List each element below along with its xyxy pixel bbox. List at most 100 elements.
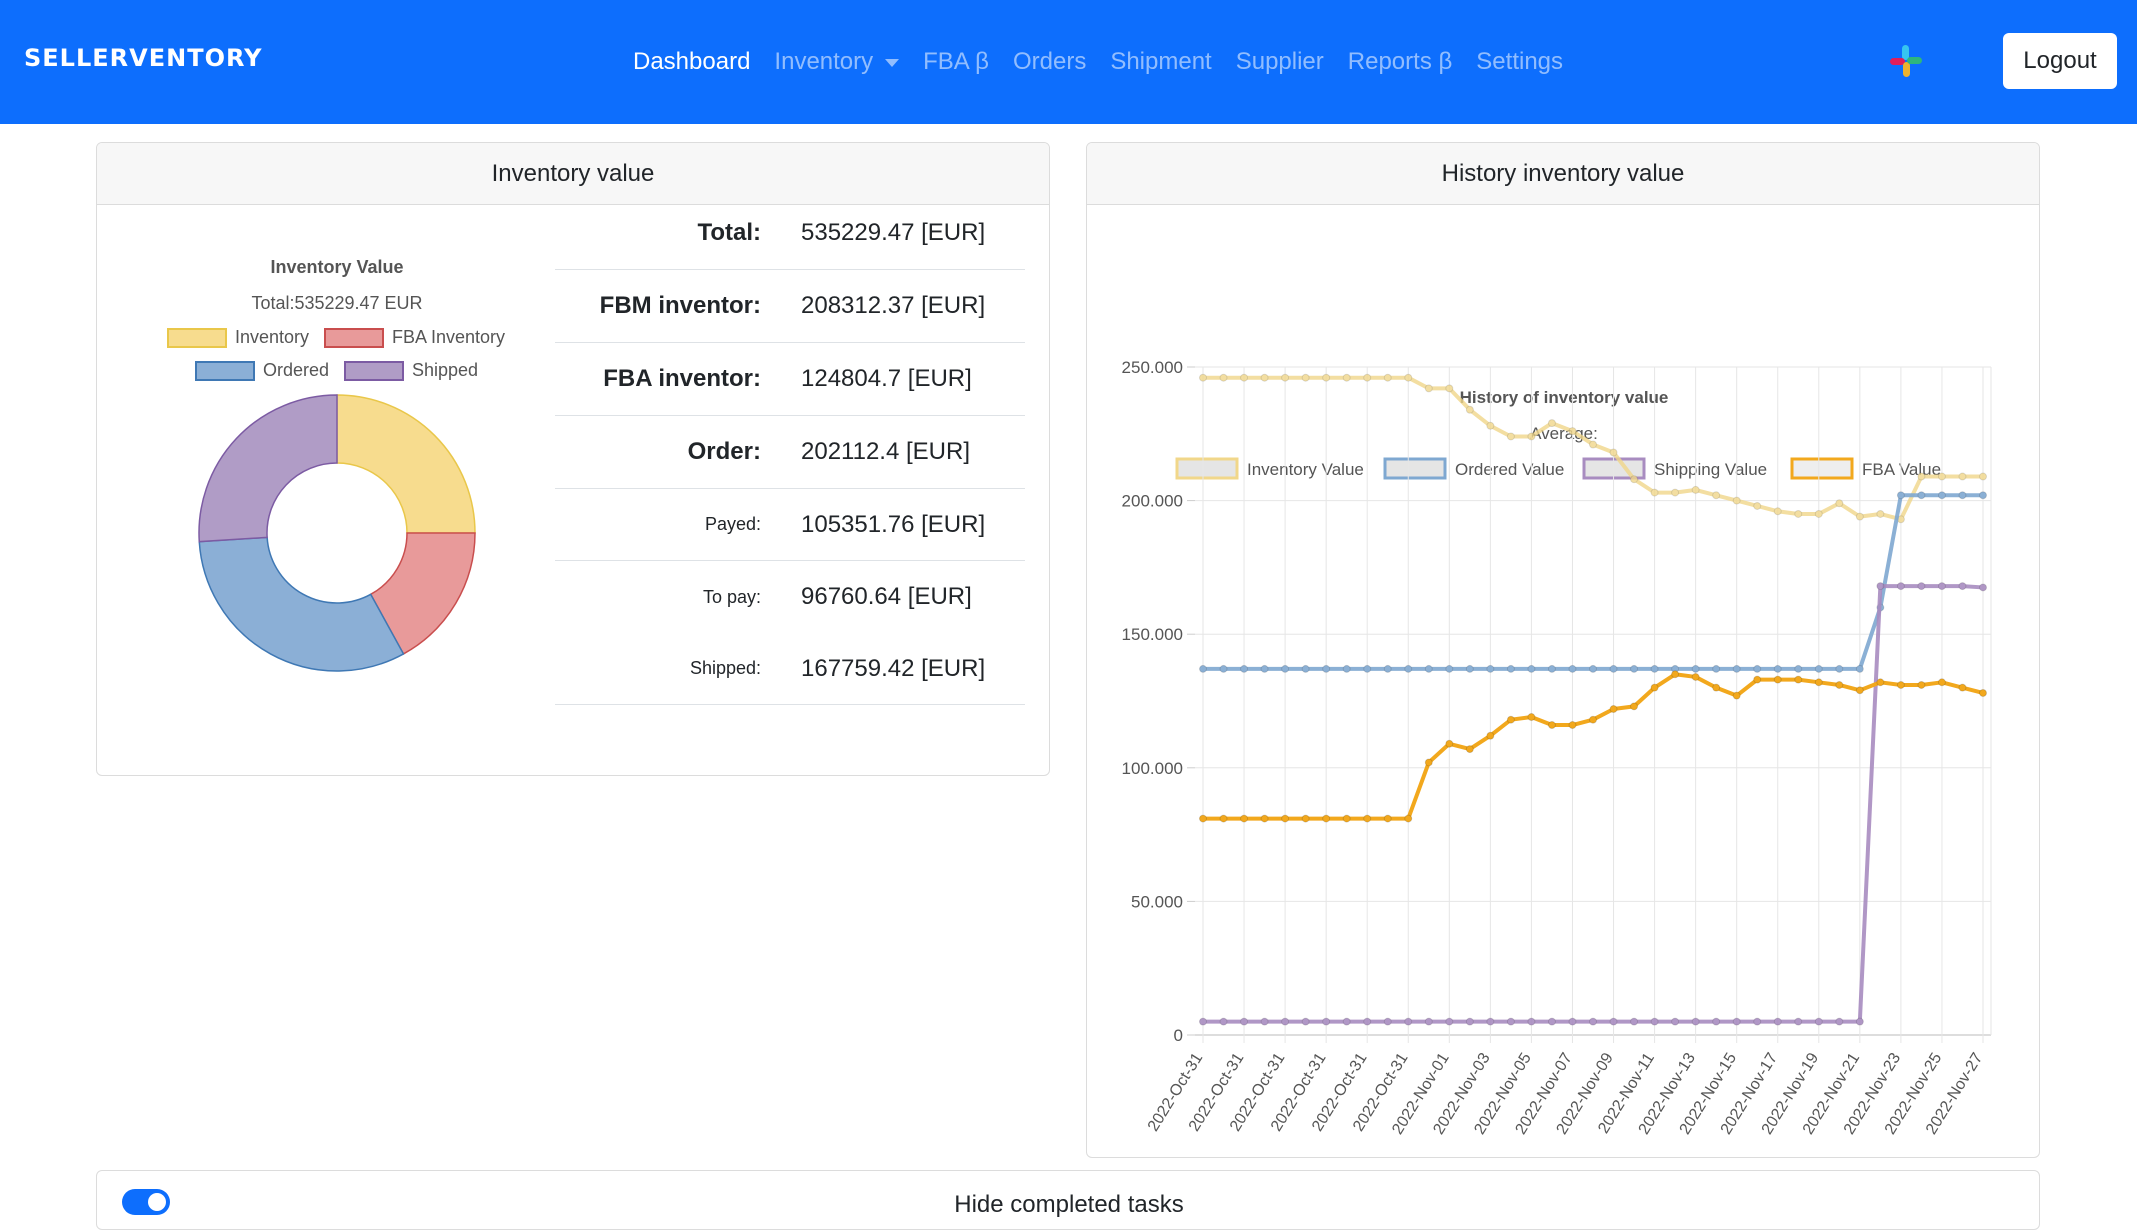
data-point[interactable] (1199, 373, 1207, 382)
data-point[interactable] (1691, 485, 1700, 494)
data-point[interactable] (1671, 670, 1680, 679)
data-point[interactable] (1322, 814, 1331, 823)
data-point[interactable] (1630, 664, 1639, 673)
data-point[interactable] (1753, 501, 1762, 510)
data-point[interactable] (1979, 583, 1987, 592)
data-point[interactable] (1589, 664, 1597, 673)
data-point[interactable] (1814, 664, 1823, 673)
data-point[interactable] (1486, 421, 1495, 430)
data-point[interactable] (1835, 680, 1844, 689)
data-point[interactable] (1937, 491, 1946, 500)
data-point[interactable] (1732, 1017, 1741, 1026)
data-point[interactable] (1835, 664, 1844, 673)
data-point[interactable] (1240, 373, 1249, 382)
data-point[interactable] (1424, 758, 1433, 767)
data-point[interactable] (1937, 582, 1946, 591)
nav-shipment[interactable]: Shipment (1110, 48, 1211, 76)
data-point[interactable] (1814, 1017, 1823, 1026)
data-point[interactable] (1363, 1017, 1372, 1026)
data-point[interactable] (1404, 664, 1413, 673)
data-point[interactable] (1630, 1017, 1639, 1026)
data-point[interactable] (1609, 1017, 1618, 1026)
data-point[interactable] (1958, 491, 1967, 500)
data-point[interactable] (1465, 664, 1474, 673)
data-point[interactable] (1876, 678, 1885, 687)
data-point[interactable] (1506, 715, 1515, 724)
data-point[interactable] (1383, 664, 1392, 673)
data-point[interactable] (1527, 432, 1536, 441)
data-point[interactable] (1855, 664, 1864, 673)
data-point[interactable] (1896, 582, 1905, 591)
data-point[interactable] (1199, 814, 1207, 823)
history-line-chart[interactable]: History of inventory valueAverage:Invent… (1087, 205, 2040, 1157)
data-point[interactable] (1547, 419, 1556, 428)
data-point[interactable] (1917, 472, 1926, 481)
data-point[interactable] (1609, 705, 1618, 714)
data-point[interactable] (1671, 1017, 1680, 1026)
data-point[interactable] (1855, 1017, 1864, 1026)
data-point[interactable] (1876, 582, 1885, 591)
data-point[interactable] (1301, 664, 1310, 673)
data-point[interactable] (1445, 739, 1454, 748)
data-point[interactable] (1301, 373, 1310, 382)
data-point[interactable] (1958, 582, 1967, 591)
data-point[interactable] (1240, 664, 1249, 673)
data-point[interactable] (1958, 472, 1967, 481)
nav-settings[interactable]: Settings (1476, 48, 1563, 76)
legend-inventory[interactable]: Inventory (167, 327, 309, 348)
data-point[interactable] (1814, 678, 1823, 687)
data-point[interactable] (1753, 664, 1762, 673)
data-point[interactable] (1404, 814, 1413, 823)
data-point[interactable] (1281, 1017, 1290, 1026)
data-point[interactable] (1506, 664, 1515, 673)
data-point[interactable] (1486, 1017, 1495, 1026)
data-point[interactable] (1199, 1017, 1207, 1026)
data-point[interactable] (1445, 1017, 1454, 1026)
data-point[interactable] (1281, 373, 1290, 382)
data-point[interactable] (1342, 664, 1351, 673)
data-point[interactable] (1322, 1017, 1331, 1026)
inventory-doughnut-chart[interactable] (197, 393, 477, 673)
data-point[interactable] (1281, 814, 1290, 823)
data-point[interactable] (1219, 814, 1228, 823)
data-point[interactable] (1691, 672, 1700, 681)
data-point[interactable] (1260, 373, 1269, 382)
data-point[interactable] (1568, 1017, 1577, 1026)
data-point[interactable] (1445, 664, 1454, 673)
data-point[interactable] (1773, 664, 1782, 673)
data-point[interactable] (1342, 1017, 1351, 1026)
logout-button[interactable]: Logout (2003, 33, 2117, 89)
data-point[interactable] (1732, 691, 1741, 700)
data-point[interactable] (1937, 472, 1946, 481)
nav-orders[interactable]: Orders (1013, 48, 1086, 76)
data-point[interactable] (1465, 745, 1474, 754)
data-point[interactable] (1650, 664, 1659, 673)
pie-slice-inventory[interactable] (336, 394, 476, 534)
data-point[interactable] (1199, 664, 1207, 673)
data-point[interactable] (1732, 496, 1741, 505)
data-point[interactable] (1322, 664, 1331, 673)
data-point[interactable] (1568, 664, 1577, 673)
data-point[interactable] (1773, 507, 1782, 516)
legend-shipped[interactable]: Shipped (344, 360, 478, 381)
data-point[interactable] (1363, 373, 1372, 382)
data-point[interactable] (1814, 509, 1823, 518)
data-point[interactable] (1835, 499, 1844, 508)
data-point[interactable] (1896, 491, 1905, 500)
data-point[interactable] (1506, 432, 1515, 441)
data-point[interactable] (1363, 664, 1372, 673)
data-point[interactable] (1937, 678, 1946, 687)
data-point[interactable] (1342, 814, 1351, 823)
data-point[interactable] (1424, 1017, 1433, 1026)
data-point[interactable] (1855, 686, 1864, 695)
data-point[interactable] (1465, 405, 1474, 414)
data-point[interactable] (1753, 675, 1762, 684)
data-point[interactable] (1794, 1017, 1803, 1026)
data-point[interactable] (1630, 475, 1639, 484)
data-point[interactable] (1691, 1017, 1700, 1026)
data-point[interactable] (1219, 1017, 1228, 1026)
data-point[interactable] (1650, 488, 1659, 497)
data-point[interactable] (1219, 664, 1228, 673)
data-point[interactable] (1979, 688, 1987, 697)
data-point[interactable] (1301, 1017, 1310, 1026)
